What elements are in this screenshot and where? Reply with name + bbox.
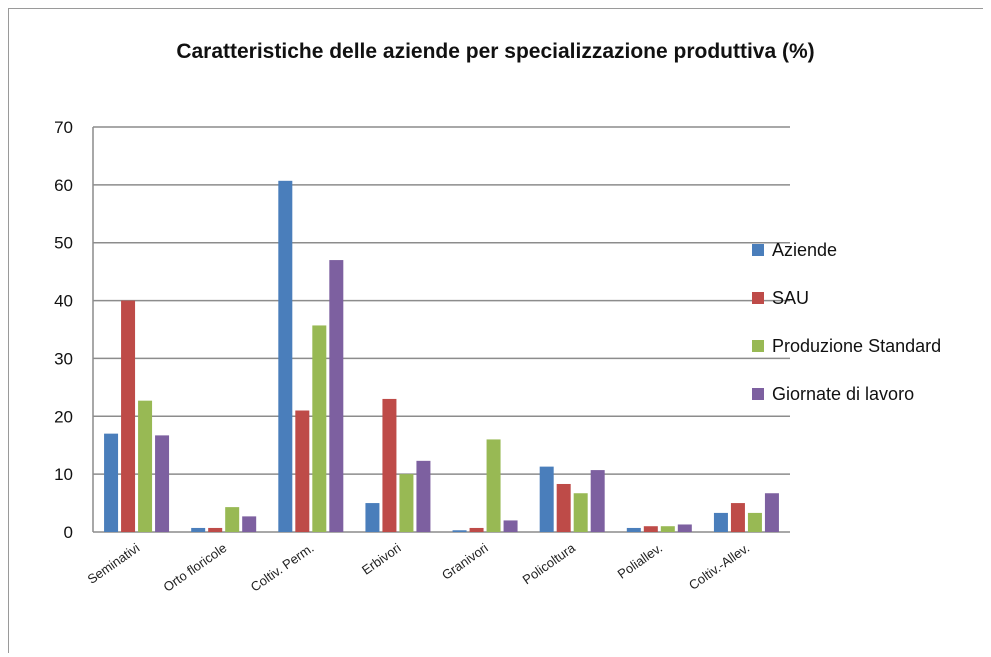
bar	[764, 493, 779, 532]
x-tick-label: Coltiv.-Allev.	[686, 540, 752, 593]
legend-item: Aziende	[752, 226, 941, 274]
bar	[573, 493, 588, 532]
legend-item: Giornate di lavoro	[752, 370, 941, 418]
bar	[208, 527, 223, 532]
legend-label: Aziende	[772, 239, 838, 260]
bar	[590, 470, 605, 532]
legend-swatch	[752, 292, 764, 304]
bar	[382, 398, 397, 532]
legend-label: Giornate di lavoro	[772, 383, 915, 404]
legend-item: SAU	[752, 274, 941, 322]
legend-item: Produzione Standard	[752, 322, 941, 370]
legend-swatch	[752, 388, 764, 400]
bar	[469, 527, 484, 532]
bar	[747, 512, 762, 532]
bar	[121, 300, 136, 532]
bar	[365, 503, 380, 532]
bar	[225, 507, 240, 532]
x-tick-label: Granivori	[439, 540, 491, 583]
y-tick-label: 70	[54, 118, 73, 137]
x-tick-label: Policoltura	[520, 540, 579, 588]
bar	[399, 474, 414, 532]
y-tick-label: 10	[54, 465, 73, 484]
bar	[660, 526, 675, 532]
legend-label: Produzione Standard	[772, 335, 942, 356]
x-tick-label: Coltiv. Perm.	[248, 540, 317, 594]
legend-label: SAU	[772, 287, 810, 308]
bar	[329, 260, 344, 532]
bar	[677, 524, 692, 532]
chart-legend: Aziende SAU Produzione Standard Giornate di…	[752, 226, 941, 418]
y-tick-label: 0	[64, 523, 73, 542]
x-tick-label: Poliallev.	[615, 540, 665, 582]
bar	[278, 180, 293, 533]
y-tick-label: 40	[54, 292, 73, 311]
bar	[155, 435, 170, 532]
chart-title: Caratteristiche delle aziende per specia…	[176, 40, 815, 63]
bar	[104, 433, 119, 532]
bar	[539, 466, 554, 532]
bar	[503, 520, 518, 532]
x-tick-label: Orto floricole	[160, 540, 229, 595]
bar	[191, 527, 206, 532]
bar	[295, 410, 310, 532]
bar	[452, 530, 467, 532]
bar	[556, 483, 571, 532]
bar	[643, 526, 658, 532]
y-tick-label: 20	[54, 407, 73, 426]
bar	[312, 325, 327, 532]
bar	[416, 460, 431, 532]
y-tick-label: 30	[54, 349, 73, 368]
bar	[713, 512, 728, 532]
legend-swatch	[752, 340, 764, 352]
y-tick-label: 60	[54, 176, 73, 195]
y-tick-label: 50	[54, 234, 73, 253]
bar	[138, 400, 153, 532]
chart-frame	[8, 8, 983, 653]
bar	[486, 439, 501, 532]
bar	[626, 527, 641, 532]
x-tick-label: Seminativi	[85, 540, 143, 587]
bar	[730, 503, 745, 532]
x-tick-label: Erbivori	[359, 540, 404, 578]
bar	[242, 516, 257, 532]
legend-swatch	[752, 244, 764, 256]
